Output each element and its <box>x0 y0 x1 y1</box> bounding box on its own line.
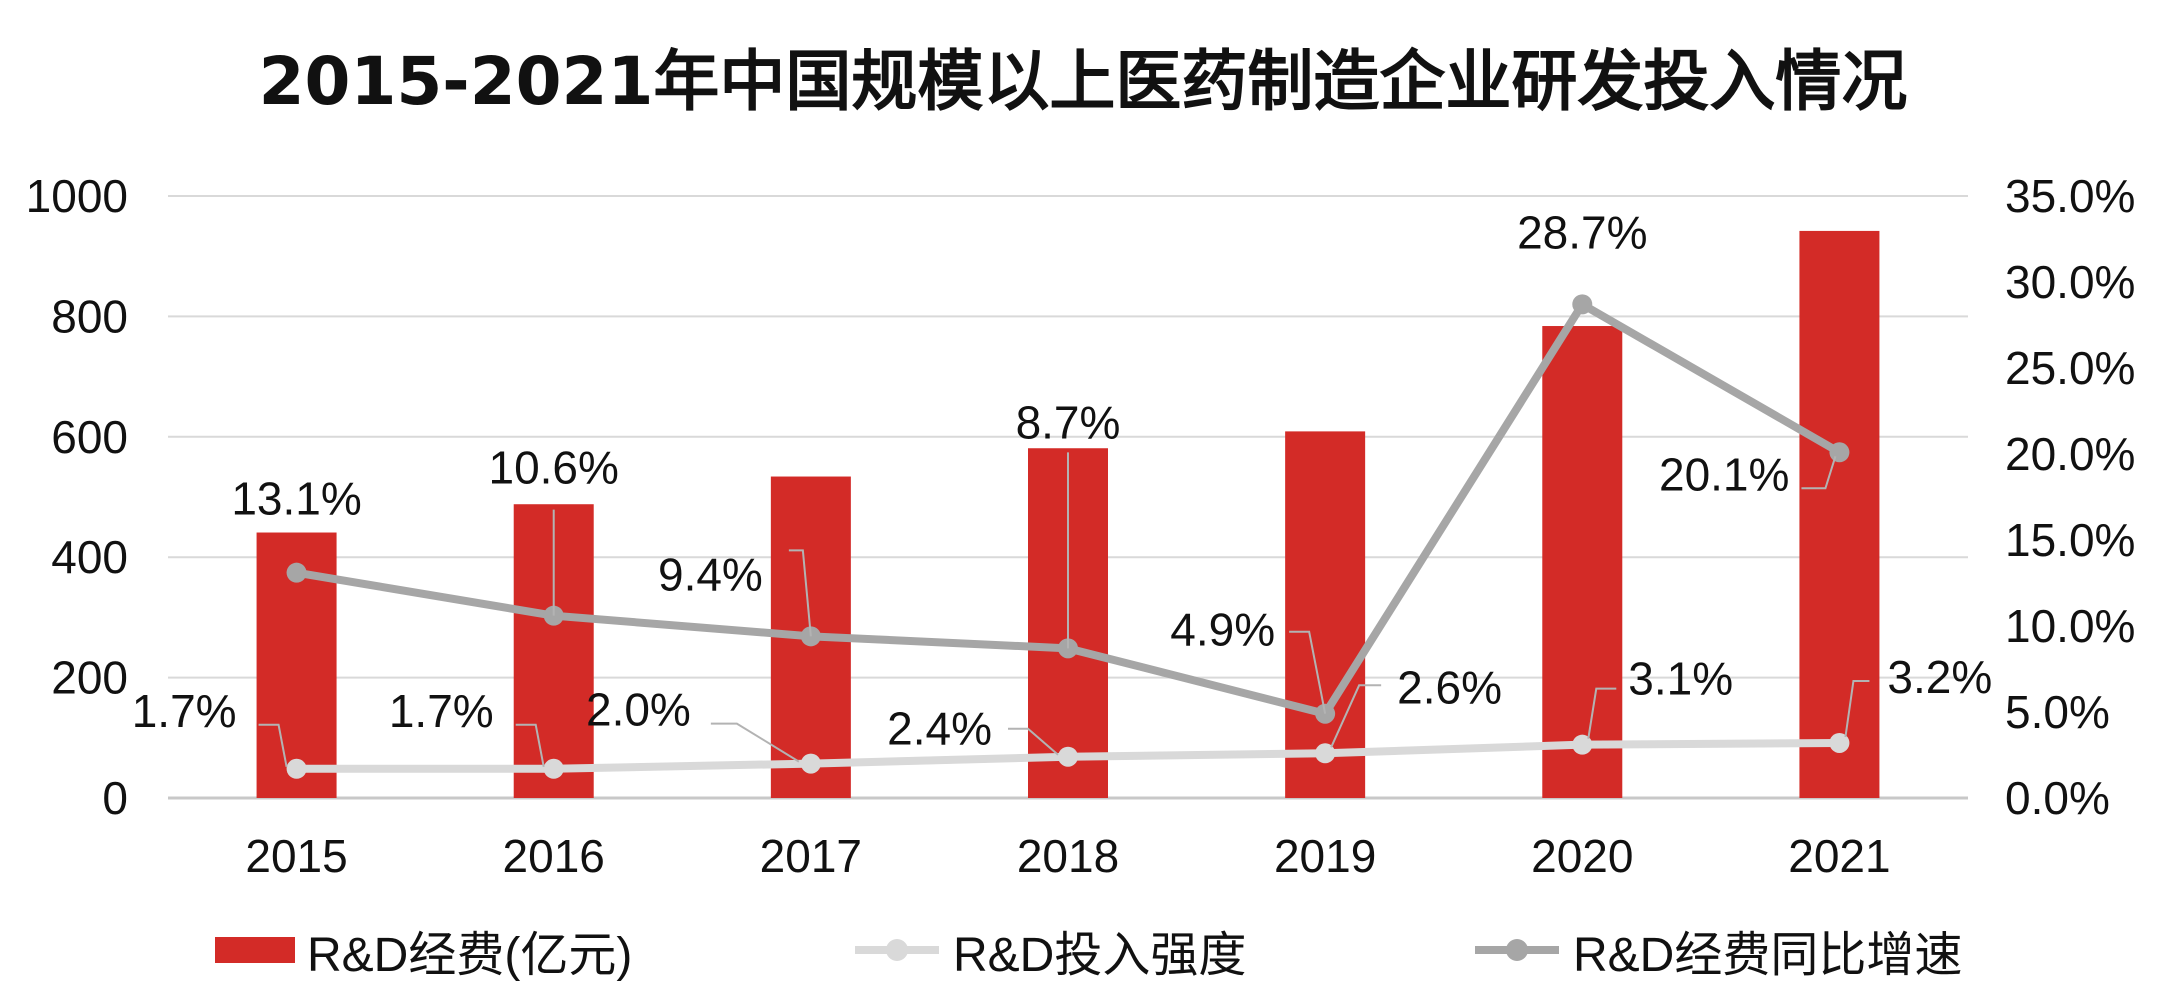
marker-rd-growth <box>1572 294 1593 315</box>
marker-rd-growth <box>1829 442 1850 463</box>
legend-item-rd-growth: R&D经费同比增速 <box>1475 920 1962 982</box>
legend-label-rd-growth: R&D经费同比增速 <box>1573 929 1963 982</box>
leader-line <box>1008 727 1059 756</box>
legend-label-rd-intensity: R&D投入强度 <box>953 929 1247 982</box>
marker-rd-intensity <box>800 753 821 774</box>
y-right-tick-label: 5.0% <box>2005 686 2110 738</box>
y-right-tick-label: 15.0% <box>2005 514 2135 566</box>
marker-rd-intensity <box>286 758 307 779</box>
y-left-tick-label: 800 <box>51 290 128 342</box>
y-right-tick-label: 30.0% <box>2005 256 2135 308</box>
leader-line <box>258 723 288 767</box>
y-left-tick-label: 1000 <box>26 170 128 222</box>
marker-rd-intensity <box>1058 746 1078 767</box>
data-label-rd-growth: 10.6% <box>488 442 618 494</box>
data-label-rd-growth: 8.7% <box>1016 396 1121 448</box>
data-label-rd-growth: 28.7% <box>1517 206 1647 258</box>
legend: R&D经费(亿元) R&D投入强度 R&D经费同比增速 <box>0 920 2166 982</box>
y-left-tick-label: 200 <box>51 652 128 704</box>
y-left-tick-label: 600 <box>51 411 128 463</box>
data-label-rd-intensity: 2.4% <box>887 703 992 755</box>
leader-line <box>1330 684 1382 748</box>
y-left-tick-label: 400 <box>51 531 128 583</box>
data-label-rd-growth: 4.9% <box>1170 604 1275 656</box>
data-label-rd-growth: 20.1% <box>1659 448 1789 500</box>
data-label-rd-intensity: 2.0% <box>586 684 691 736</box>
y-left-tick-label: 0 <box>102 772 128 824</box>
leader-line <box>788 549 812 637</box>
bar-rd-expense <box>1799 230 1880 798</box>
legend-label-rd-expense: R&D经费(亿元) <box>307 929 633 982</box>
marker-rd-intensity <box>1572 734 1593 755</box>
y-right-tick-label: 35.0% <box>2005 170 2135 222</box>
leader-line <box>1289 630 1327 714</box>
bar-rd-expense <box>1542 326 1623 798</box>
legend-line-swatch-intensity <box>855 935 939 965</box>
data-label-rd-intensity: 3.2% <box>1887 651 1992 703</box>
marker-rd-intensity <box>543 758 564 779</box>
leader-line <box>1844 679 1870 738</box>
leader-line <box>710 722 800 763</box>
marker-rd-intensity <box>1829 732 1850 753</box>
data-label-rd-intensity: 1.7% <box>389 685 494 737</box>
bar-rd-expense <box>1285 431 1366 798</box>
x-tick-label: 2019 <box>1274 830 1376 882</box>
data-label-rd-intensity: 1.7% <box>132 685 237 737</box>
legend-bar-swatch <box>215 937 295 963</box>
data-label-rd-intensity: 3.1% <box>1628 653 1733 705</box>
x-tick-label: 2016 <box>503 830 605 882</box>
legend-line-swatch-growth <box>1475 935 1559 965</box>
y-right-tick-label: 20.0% <box>2005 428 2135 480</box>
leader-line <box>1587 687 1617 739</box>
legend-item-rd-intensity: R&D投入强度 <box>855 920 1246 982</box>
leader-line <box>1801 455 1837 490</box>
y-right-tick-label: 25.0% <box>2005 342 2135 394</box>
data-label-rd-intensity: 2.6% <box>1397 661 1502 713</box>
x-tick-label: 2020 <box>1531 830 1633 882</box>
y-right-tick-label: 10.0% <box>2005 600 2135 652</box>
x-tick-label: 2018 <box>1017 830 1119 882</box>
marker-rd-intensity <box>1315 743 1336 764</box>
chart-title: 2015-2021年中国规模以上医药制造企业研发投入情况 <box>258 43 1908 120</box>
x-tick-label: 2017 <box>760 830 862 882</box>
leader-line <box>515 723 545 767</box>
x-tick-label: 2015 <box>245 830 347 882</box>
x-tick-label: 2021 <box>1788 830 1890 882</box>
legend-item-rd-expense: R&D经费(亿元) <box>215 920 632 982</box>
y-right-tick-label: 0.0% <box>2005 772 2110 824</box>
data-label-rd-growth: 13.1% <box>231 473 361 525</box>
marker-rd-growth <box>286 562 307 583</box>
data-label-rd-growth: 9.4% <box>658 548 763 600</box>
